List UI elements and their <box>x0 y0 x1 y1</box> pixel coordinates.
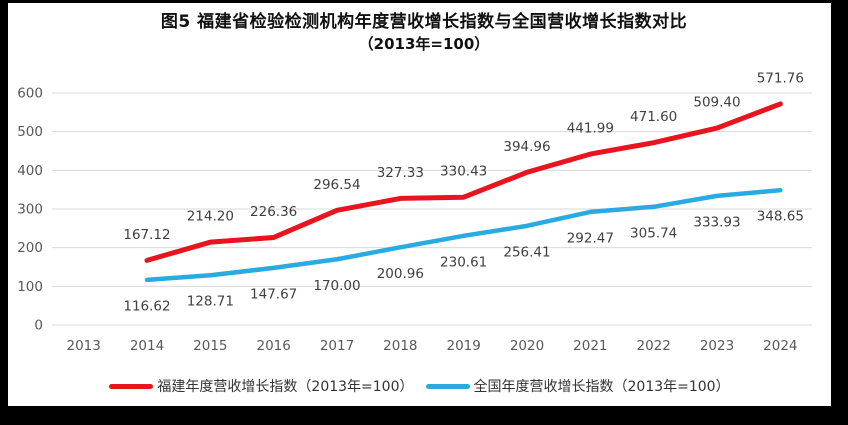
series-line-1 <box>144 187 783 283</box>
legend-label-fujian: 福建年度营收增长指数（2013年=100） <box>157 379 414 395</box>
y-axis-tick-label: 500 <box>17 124 43 140</box>
data-label: 167.12 <box>123 227 170 243</box>
data-label: 441.99 <box>567 121 614 137</box>
x-axis-tick-label: 2013 <box>66 338 100 354</box>
chart-title-line2: （2013年=100） <box>358 35 490 53</box>
data-label: 394.96 <box>503 139 550 155</box>
x-axis-tick-label: 2016 <box>256 338 290 354</box>
data-label: 327.33 <box>377 165 424 181</box>
data-label: 170.00 <box>313 278 360 294</box>
legend-swatch-national <box>425 383 470 389</box>
data-label: 330.43 <box>440 164 487 180</box>
data-label: 226.36 <box>250 204 297 220</box>
x-axis-tick-label: 2020 <box>510 338 544 354</box>
x-axis-tick-label: 2015 <box>193 338 227 354</box>
data-label: 116.62 <box>123 298 170 314</box>
legend-item-national: 全国年度营收增长指数（2013年=100） <box>425 376 730 396</box>
x-axis-tick-label: 2023 <box>700 338 734 354</box>
y-axis-tick-label: 100 <box>17 279 43 295</box>
y-axis-tick-label: 200 <box>17 240 43 256</box>
data-label: 292.47 <box>567 230 614 246</box>
y-axis-tick-label: 600 <box>17 86 43 102</box>
data-label: 333.93 <box>693 214 740 230</box>
data-label: 214.20 <box>187 209 234 225</box>
x-axis-tick-label: 2014 <box>130 338 164 354</box>
data-label: 256.41 <box>503 244 550 260</box>
chart-panel <box>8 3 831 406</box>
x-axis-tick-label: 2018 <box>383 338 417 354</box>
data-label: 471.60 <box>630 109 677 125</box>
x-axis-tick-label: 2024 <box>763 338 797 354</box>
series-line-0 <box>144 101 783 263</box>
data-label: 296.54 <box>313 177 360 193</box>
data-label: 509.40 <box>693 95 740 111</box>
data-label: 200.96 <box>377 266 424 282</box>
data-label: 128.71 <box>187 294 234 310</box>
x-axis-tick-label: 2019 <box>446 338 480 354</box>
y-axis-tick-label: 400 <box>17 163 43 179</box>
x-axis-tick-label: 2022 <box>636 338 670 354</box>
chart-title-line1: 图5 福建省检验检测机构年度营收增长指数与全国营收增长指数对比 <box>160 12 688 32</box>
x-axis-tick-label: 2021 <box>573 338 607 354</box>
data-label: 348.65 <box>757 209 804 225</box>
chart-title: 图5 福建省检验检测机构年度营收增长指数与全国营收增长指数对比 （2013年=1… <box>0 12 848 54</box>
y-axis-tick-label: 0 <box>34 318 43 334</box>
data-label: 230.61 <box>440 254 487 270</box>
legend-swatch-fujian <box>109 383 154 389</box>
legend-label-national: 全国年度营收增长指数（2013年=100） <box>473 379 730 395</box>
x-axis-tick-label: 2017 <box>320 338 354 354</box>
data-label: 571.76 <box>757 70 804 86</box>
data-label: 305.74 <box>630 225 677 241</box>
y-axis-tick-label: 300 <box>17 202 43 218</box>
legend-item-fujian: 福建年度营收增长指数（2013年=100） <box>109 376 414 396</box>
data-label: 147.67 <box>250 286 297 302</box>
chart-legend: 福建年度营收增长指数（2013年=100） 全国年度营收增长指数（2013年=1… <box>8 376 831 396</box>
